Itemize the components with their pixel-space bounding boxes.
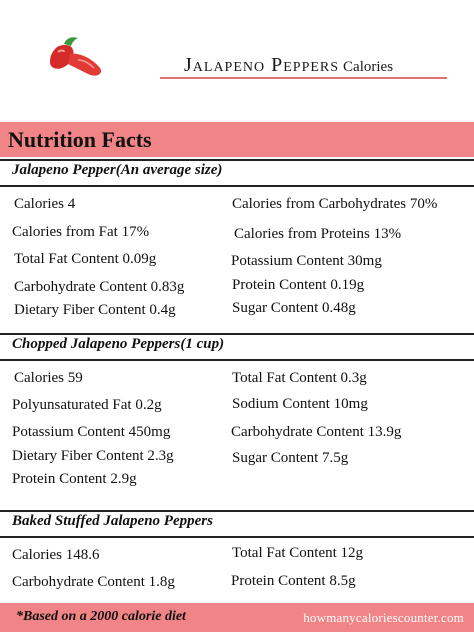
nutrient-item: Potassium Content 30mg bbox=[231, 253, 382, 269]
title-underline bbox=[160, 77, 447, 79]
nutrient-item: Sugar Content 0.48g bbox=[232, 300, 356, 316]
nutrient-item: Total Fat Content 0.3g bbox=[232, 370, 367, 386]
nutrient-item: Sodium Content 10mg bbox=[232, 396, 368, 412]
site-watermark: howmanycaloriescounter.com bbox=[303, 610, 464, 625]
nutrient-item: Calories 148.6 bbox=[12, 547, 100, 563]
nutrient-item: Sugar Content 7.5g bbox=[232, 450, 349, 466]
nutrient-item: Calories 4 bbox=[14, 196, 76, 212]
page-title: Jalapeno Peppers Calories bbox=[184, 54, 393, 77]
nutrient-item: Calories from Fat 17% bbox=[12, 224, 150, 240]
nutrient-item: Protein Content 8.5g bbox=[231, 573, 356, 589]
nutrient-item: Calories from Carbohydrates 70% bbox=[232, 196, 438, 212]
nutrient-item: Calories 59 bbox=[14, 370, 83, 386]
section-heading-chopped: Chopped Jalapeno Peppers(1 cup) bbox=[0, 333, 474, 361]
nutrient-item: Carbohydrate Content 0.83g bbox=[14, 279, 185, 295]
footer-bar: *Based on a 2000 calorie diet howmanycal… bbox=[0, 603, 474, 632]
nutrition-facts-header: Nutrition Facts bbox=[0, 122, 474, 157]
nutrient-item: Protein Content 0.19g bbox=[232, 277, 365, 293]
nutrient-item: Dietary Fiber Content 2.3g bbox=[12, 448, 174, 464]
nutrient-item: Carbohydrate Content 1.8g bbox=[12, 574, 175, 590]
nutrient-item: Carbohydrate Content 13.9g bbox=[231, 424, 402, 440]
diet-footnote: *Based on a 2000 calorie diet bbox=[16, 609, 186, 624]
section-heading-text: Baked Stuffed Jalapeno Peppers bbox=[12, 513, 213, 529]
nutrient-item: Calories from Proteins 13% bbox=[234, 226, 402, 242]
section-heading-baked: Baked Stuffed Jalapeno Peppers bbox=[0, 510, 474, 538]
nutrient-item: Dietary Fiber Content 0.4g bbox=[14, 302, 176, 318]
title-main: Jalapeno Peppers bbox=[184, 54, 340, 76]
section-heading-average: Jalapeno Pepper(An average size) bbox=[0, 159, 474, 187]
nutrient-item: Potassium Content 450mg bbox=[12, 424, 171, 440]
chili-pepper-icon bbox=[50, 37, 102, 76]
section-heading-text: Chopped Jalapeno Peppers(1 cup) bbox=[12, 336, 225, 352]
nutrient-item: Total Fat Content 0.09g bbox=[14, 251, 157, 267]
nutrition-facts-label: Nutrition Facts bbox=[8, 127, 152, 152]
nutrient-item: Polyunsaturated Fat 0.2g bbox=[12, 397, 162, 413]
title-sub: Calories bbox=[343, 59, 394, 75]
nutrient-item: Total Fat Content 12g bbox=[232, 545, 364, 561]
nutrient-item: Protein Content 2.9g bbox=[12, 471, 137, 487]
section-heading-text: Jalapeno Pepper(An average size) bbox=[12, 162, 223, 178]
